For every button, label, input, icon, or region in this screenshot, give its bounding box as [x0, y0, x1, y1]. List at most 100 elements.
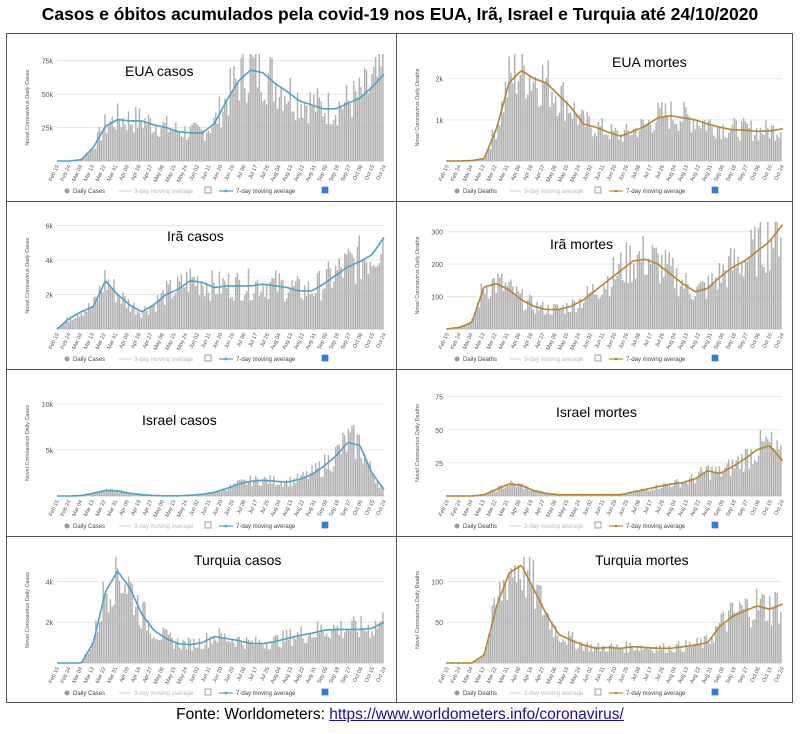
daily-bar	[711, 273, 713, 329]
daily-bar	[373, 635, 375, 663]
daily-bar	[601, 495, 603, 496]
legend-ma3-label: 3-day moving average	[134, 691, 194, 697]
daily-bar	[136, 127, 139, 161]
daily-bar	[514, 483, 516, 496]
series-point	[474, 312, 476, 315]
series-point	[675, 646, 677, 649]
x-tick-label: Apr 09	[119, 666, 131, 683]
series-point	[663, 484, 666, 487]
series-point	[635, 646, 638, 648]
daily-bar	[767, 439, 769, 496]
x-tick-label: Aug 04	[665, 666, 678, 684]
daily-bar	[491, 489, 494, 496]
daily-bar	[218, 271, 221, 329]
x-tick-label: Sep 09	[713, 332, 726, 350]
source-link[interactable]: https://www.worldometers.info/coronaviru…	[329, 706, 624, 723]
daily-bar	[540, 105, 542, 161]
grid-divider-vertical	[396, 34, 397, 702]
daily-bar	[499, 125, 501, 161]
daily-bar	[469, 321, 471, 329]
daily-bar	[207, 292, 210, 329]
daily-bar	[724, 467, 726, 496]
daily-bar	[679, 648, 682, 663]
daily-bar	[497, 596, 499, 663]
series-point	[708, 470, 711, 473]
x-tick-label: Oct 15	[762, 499, 774, 516]
series-point	[446, 495, 448, 497]
daily-bar	[536, 88, 538, 161]
x-tick-label: Apr 27	[534, 499, 546, 516]
panel-title: Turquia mortes	[595, 552, 689, 568]
x-tick-label: Aug 31	[701, 332, 714, 350]
daily-bar	[556, 115, 559, 161]
daily-bar	[336, 444, 339, 496]
daily-bar	[282, 279, 284, 329]
daily-bar	[296, 632, 299, 663]
daily-bar	[778, 256, 780, 329]
series-point	[468, 662, 471, 664]
x-tick-label: Oct 06	[352, 499, 364, 516]
series-point	[658, 647, 661, 650]
daily-bar	[525, 597, 527, 663]
x-tick-label: Jul 08	[236, 499, 248, 515]
daily-bar	[98, 127, 101, 161]
series-point	[552, 624, 554, 627]
daily-bar	[759, 430, 762, 496]
daily-bar	[755, 461, 758, 496]
daily-bar	[558, 641, 561, 663]
daily-bar	[584, 298, 587, 329]
daily-bar	[251, 486, 253, 496]
daily-bar	[160, 292, 162, 329]
series-point	[490, 490, 493, 493]
daily-bar	[549, 629, 551, 663]
daily-bar	[89, 649, 92, 663]
x-tick-label: Mar 13	[474, 164, 487, 182]
daily-bar	[227, 641, 230, 663]
daily-bar	[595, 135, 598, 161]
daily-bar	[189, 268, 192, 329]
daily-bar	[245, 484, 248, 496]
series-point	[568, 105, 571, 108]
daily-bar	[98, 285, 101, 329]
daily-bar	[752, 239, 754, 329]
series-point	[608, 646, 610, 649]
series-point	[714, 631, 716, 634]
daily-bar	[672, 652, 674, 663]
x-tick-label: Sep 27	[340, 666, 353, 684]
daily-bar	[345, 85, 348, 161]
daily-bar	[258, 640, 261, 663]
daily-bar	[267, 73, 270, 161]
daily-bar	[324, 636, 326, 663]
daily-bar	[586, 641, 589, 663]
series-point	[686, 645, 688, 648]
daily-bar	[284, 641, 286, 663]
series-point	[736, 462, 739, 465]
daily-bar	[91, 642, 93, 663]
daily-bar	[625, 493, 628, 496]
daily-bar	[344, 632, 346, 663]
daily-bar	[231, 296, 233, 329]
x-tick-label: Aug 04	[665, 164, 678, 182]
daily-bar	[300, 297, 302, 329]
daily-bar	[245, 291, 248, 329]
daily-bar	[260, 485, 262, 496]
series-point	[630, 491, 633, 494]
daily-bar	[313, 637, 315, 663]
daily-bar	[677, 130, 680, 161]
daily-bar	[244, 88, 246, 161]
series-point	[591, 493, 594, 496]
series-point	[613, 647, 616, 649]
x-tick-label: May 24	[569, 666, 582, 685]
daily-bar	[767, 222, 769, 329]
daily-bar	[594, 294, 596, 329]
daily-bar	[146, 311, 148, 329]
daily-bar	[111, 116, 113, 161]
daily-bar	[196, 647, 199, 663]
daily-bar	[556, 304, 559, 329]
daily-bar	[100, 289, 103, 329]
daily-bar	[96, 492, 99, 496]
daily-bar	[726, 463, 728, 496]
daily-bar	[608, 645, 611, 663]
daily-bar	[497, 124, 499, 161]
daily-bar	[158, 137, 161, 161]
